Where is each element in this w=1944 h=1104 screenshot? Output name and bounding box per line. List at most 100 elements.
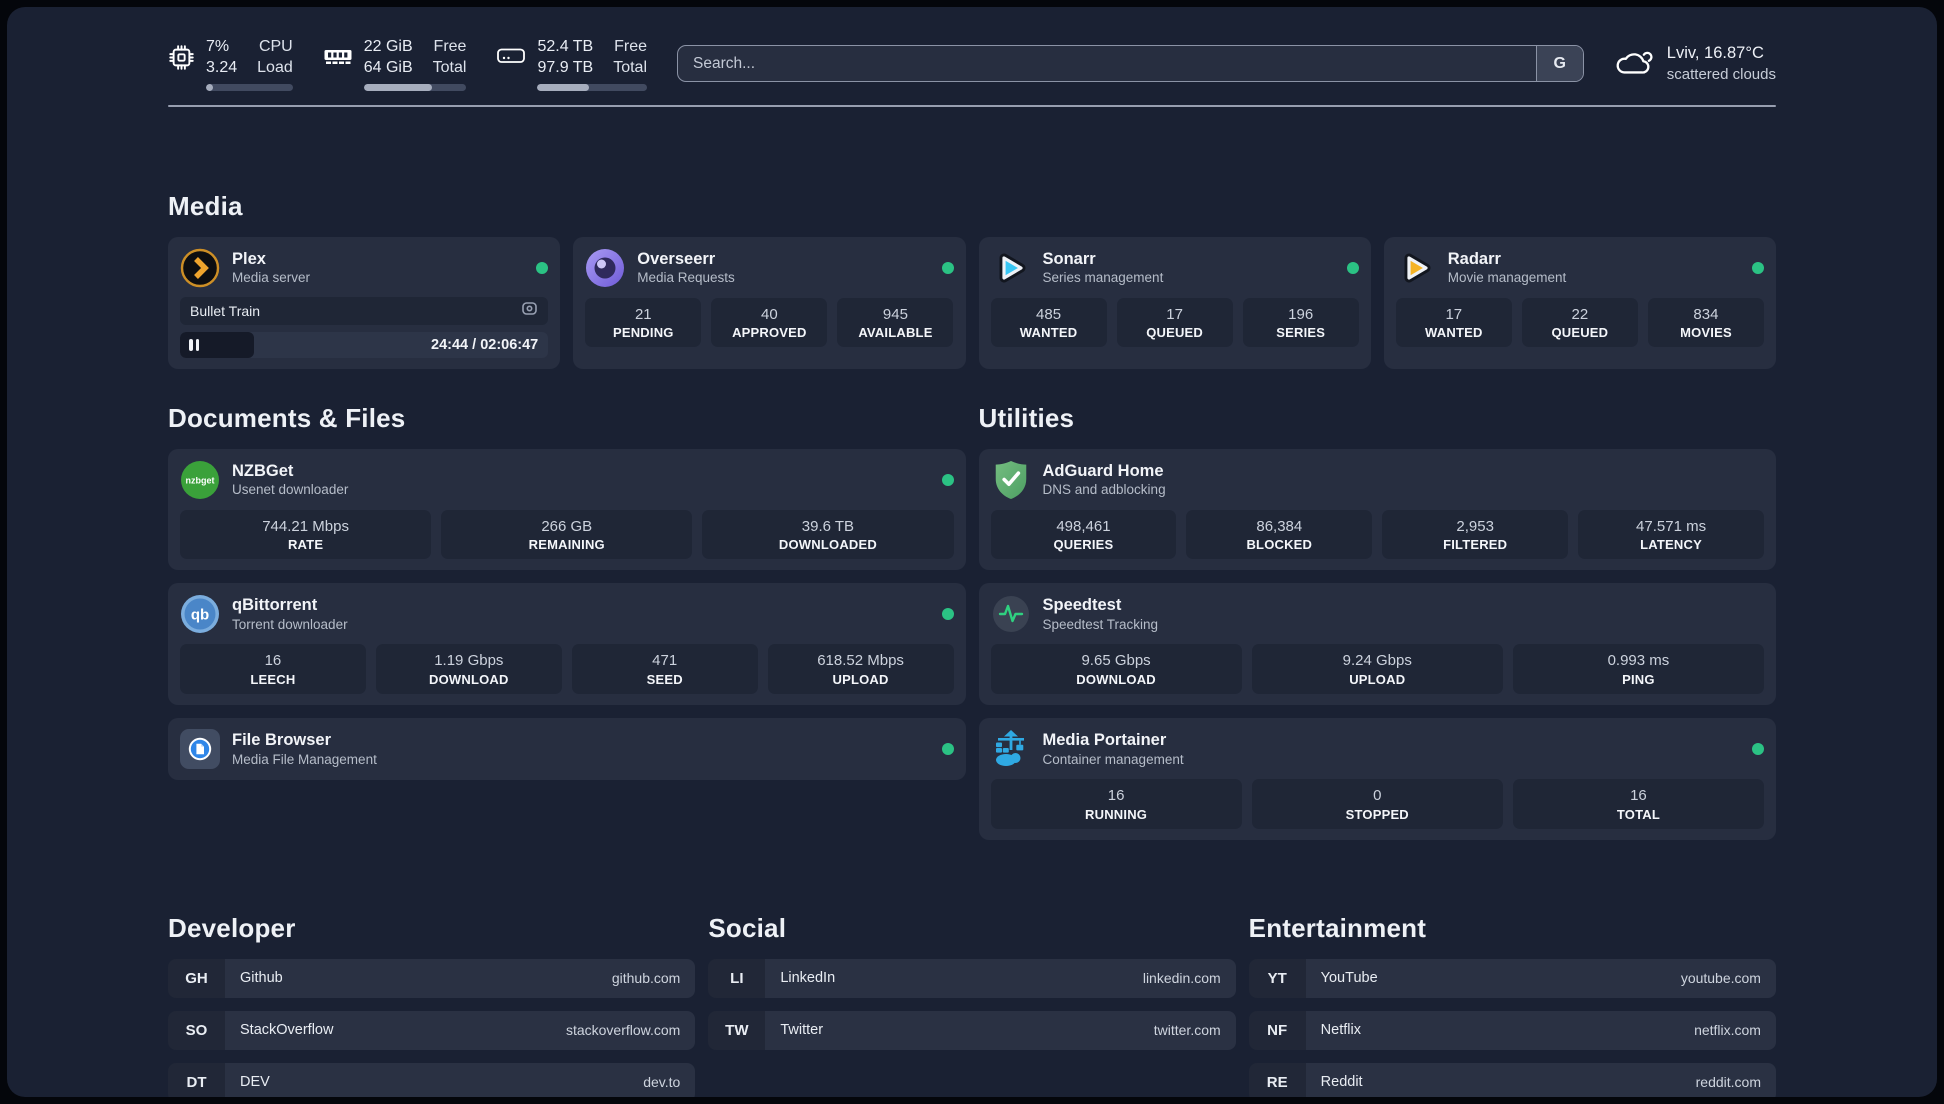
section-title-utilities: Utilities — [978, 402, 1075, 433]
bookmark-github[interactable]: GH Github github.com — [168, 958, 696, 998]
bookmark-linkedin[interactable]: LI LinkedIn linkedin.com — [708, 958, 1236, 998]
app-description: Media File Management — [232, 751, 377, 767]
bookmark-youtube[interactable]: YT YouTube youtube.com — [1248, 958, 1776, 998]
pause-icon — [189, 338, 199, 351]
bookmark-url: github.com — [611, 970, 681, 987]
radarr-icon — [1396, 248, 1436, 288]
section-title-media: Media — [168, 190, 243, 221]
app-card-speedtest[interactable]: Speedtest Speedtest Tracking 9.65 Gbps DO… — [978, 583, 1776, 706]
bookmark-abbr: DT — [168, 1062, 225, 1097]
cloud-icon — [1612, 45, 1654, 82]
now-playing-title: Bullet Train — [190, 302, 261, 319]
weather-location-temp: Lviv, 16.87°C — [1666, 44, 1764, 63]
bookmark-netflix[interactable]: NF Netflix netflix.com — [1248, 1010, 1776, 1050]
top-bar: 7% 3.24 CPU Load — [168, 37, 1776, 91]
section-title-documents: Documents & Files — [168, 402, 406, 433]
stat-tile: 16 LEECH — [180, 644, 366, 695]
playback-progress-bar[interactable]: 24:44 / 02:06:47 — [180, 331, 549, 358]
app-card-qbittorrent[interactable]: qb qBittorrent Torrent downloader 16 LEEC… — [168, 583, 966, 706]
cpu-label: CPU — [258, 38, 293, 55]
portainer-icon — [991, 729, 1031, 769]
disk-free-value: 52.4 TB — [537, 38, 594, 55]
status-online-dot — [941, 261, 954, 274]
stat-tile: 0 STOPPED — [1251, 779, 1503, 829]
search-input[interactable] — [678, 46, 1536, 82]
overseerr-icon — [585, 248, 625, 288]
stat-tile: 39.6 TB DOWNLOADED — [702, 509, 954, 560]
bookmark-name: DEV — [240, 1074, 270, 1091]
bookmark-name: LinkedIn — [780, 970, 836, 987]
bookmark-reddit[interactable]: RE Reddit reddit.com — [1248, 1062, 1776, 1097]
memory-stat: 22 GiB 64 GiB Free Total — [323, 37, 467, 91]
speedtest-icon — [991, 594, 1031, 634]
app-card-radarr[interactable]: Radarr Movie management 17 WANTED 22 QUEUE… — [1383, 236, 1776, 369]
svg-text:nzbget: nzbget — [186, 475, 215, 485]
cpu-progress-bar — [206, 83, 293, 91]
svg-text:qb: qb — [191, 607, 209, 624]
bookmark-url: netflix.com — [1694, 1022, 1761, 1039]
app-name: NZBGet — [232, 461, 294, 480]
bookmark-abbr: LI — [708, 958, 766, 998]
app-name: Sonarr — [1042, 249, 1096, 268]
qbittorrent-icon: qb — [180, 594, 220, 634]
app-card-plex[interactable]: Plex Media server Bullet Train — [168, 236, 561, 369]
stat-tile: 17 WANTED — [1395, 297, 1512, 348]
app-description: Torrent downloader — [232, 616, 348, 632]
app-name: Media Portainer — [1042, 731, 1167, 749]
header-divider — [168, 104, 1776, 107]
plex-icon — [180, 248, 220, 288]
bookmark-abbr: YT — [1248, 958, 1306, 998]
bookmark-url: stackoverflow.com — [565, 1022, 681, 1039]
nzbget-icon: nzbget — [180, 460, 220, 500]
stat-tile: 2,953 FILTERED — [1382, 509, 1569, 560]
bookmark-url: youtube.com — [1680, 970, 1761, 987]
sonarr-icon — [991, 248, 1031, 288]
weather-widget: Lviv, 16.87°C scattered clouds — [1612, 43, 1776, 84]
bookmark-url: twitter.com — [1153, 1022, 1221, 1039]
cpu-load-value: 3.24 — [206, 58, 238, 76]
stat-tile: 9.65 Gbps DOWNLOAD — [990, 644, 1242, 695]
app-description: Speedtest Tracking — [1042, 616, 1159, 632]
bookmark-twitter[interactable]: TW Twitter twitter.com — [708, 1010, 1236, 1050]
stat-tile: 40 APPROVED — [711, 297, 828, 348]
status-online-dot — [941, 608, 954, 621]
bookmark-abbr: GH — [168, 958, 225, 998]
app-name: File Browser — [232, 731, 332, 749]
memory-free-label: Free — [433, 38, 467, 55]
bookmark-stackoverflow[interactable]: SO StackOverflow stackoverflow.com — [168, 1010, 696, 1050]
disk-progress-bar — [537, 83, 647, 91]
status-online-dot — [941, 473, 954, 486]
app-card-sonarr[interactable]: Sonarr Series management 485 WANTED 17 QUE… — [978, 236, 1371, 369]
search-bar: G — [677, 45, 1584, 83]
stat-tile: 618.52 Mbps UPLOAD — [767, 644, 954, 695]
stat-tile: 17 QUEUED — [1116, 297, 1233, 348]
bookmark-name: StackOverflow — [240, 1022, 334, 1039]
search-engine-button[interactable]: G — [1535, 46, 1583, 82]
bookmark-name: Github — [240, 970, 283, 987]
status-online-dot — [536, 261, 549, 274]
memory-total-value: 64 GiB — [363, 58, 413, 76]
memory-progress-bar — [363, 83, 467, 91]
app-name: Overseerr — [637, 249, 716, 268]
stat-tile: 834 MOVIES — [1647, 297, 1764, 348]
app-card-nzbget[interactable]: nzbget NZBGet Usenet downloader 744.21 M… — [168, 448, 966, 571]
app-card-portainer[interactable]: Media Portainer Container management 16 R… — [978, 718, 1776, 840]
bookmark-abbr: RE — [1248, 1062, 1306, 1097]
stat-tile: 945 AVAILABLE — [837, 297, 954, 348]
app-card-filebrowser[interactable]: File Browser Media File Management — [168, 718, 966, 781]
stat-tile: 86,384 BLOCKED — [1186, 509, 1373, 560]
now-playing-row: Bullet Train — [180, 296, 549, 325]
bookmark-abbr: NF — [1248, 1010, 1306, 1050]
bookmark-dev[interactable]: DT DEV dev.to — [168, 1062, 696, 1097]
status-online-dot — [1752, 261, 1764, 274]
app-name: qBittorrent — [232, 596, 318, 615]
app-card-adguard[interactable]: AdGuard Home DNS and adblocking 498,461 Q… — [978, 448, 1776, 571]
bookmark-url: dev.to — [643, 1074, 681, 1091]
cpu-usage-value: 7% — [206, 38, 230, 55]
stat-tile: 21 PENDING — [585, 297, 702, 348]
app-card-overseerr[interactable]: Overseerr Media Requests 21 PENDING 40 APP… — [573, 236, 966, 369]
cpu-stat: 7% 3.24 CPU Load — [168, 37, 293, 91]
app-description: Movie management — [1447, 270, 1567, 286]
status-online-dot — [941, 743, 954, 756]
bookmark-name: Netflix — [1320, 1022, 1361, 1039]
